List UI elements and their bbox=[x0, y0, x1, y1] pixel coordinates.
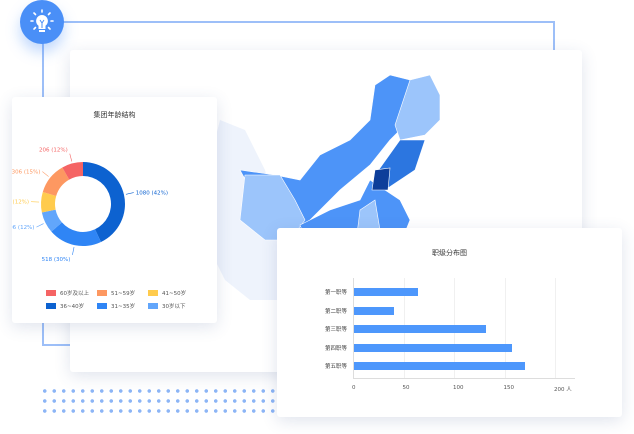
legend-swatch bbox=[148, 290, 158, 296]
legend-item[interactable]: 30岁以下 bbox=[148, 302, 186, 310]
age-structure-card: 集团年龄结构 1080 (42%) 518 (30%) 206 (12%) 198 (… bbox=[12, 97, 217, 323]
donut-slice bbox=[41, 191, 57, 213]
rank-chart-title: 职级分布图 bbox=[432, 249, 467, 257]
x-tick-label: 50 bbox=[402, 385, 410, 391]
legend-swatch bbox=[97, 303, 107, 309]
slice-label: 198 (12%) bbox=[12, 200, 29, 206]
category-label: 第二职等 bbox=[324, 308, 347, 315]
legend-swatch bbox=[46, 290, 56, 296]
legend-item[interactable]: 51~59岁 bbox=[97, 289, 135, 297]
legend-label: 36~40岁 bbox=[60, 304, 85, 310]
donut-slice bbox=[83, 162, 126, 242]
legend-label: 31~35岁 bbox=[111, 304, 136, 310]
donut-slice bbox=[62, 162, 83, 180]
bar bbox=[354, 343, 512, 352]
x-tick-label: 200 人 bbox=[554, 387, 572, 393]
legend-label: 60岁及以上 bbox=[60, 291, 89, 297]
connector-line bbox=[42, 21, 555, 23]
donut-slice bbox=[51, 222, 101, 247]
label-leader-line bbox=[72, 247, 75, 255]
connector-line bbox=[553, 21, 555, 51]
bar bbox=[354, 306, 395, 315]
donut-chart: 1080 (42%) 518 (30%) 206 (12%) 198 (12%) 306… bbox=[12, 148, 168, 263]
category-label: 第三职等 bbox=[324, 327, 347, 333]
legend-swatch bbox=[46, 303, 56, 309]
rank-distribution-card: 职级分布图 0 50 100 150 200 人 第一职等第二职等第三职等第四职等第五职等 bbox=[277, 228, 622, 417]
x-tick-label: 0 bbox=[352, 385, 356, 391]
connector-line bbox=[42, 344, 72, 346]
label-leader-line bbox=[125, 192, 134, 195]
bar bbox=[354, 325, 487, 333]
label-leader-line bbox=[69, 153, 73, 162]
legend-item[interactable]: 36~40岁 bbox=[46, 302, 84, 310]
slice-label: 306 (15%) bbox=[12, 170, 40, 176]
legend-label: 41~50岁 bbox=[162, 291, 187, 297]
y-axis bbox=[353, 278, 354, 378]
lightbulb-icon bbox=[20, 0, 64, 44]
category-label: 第五职等 bbox=[324, 364, 347, 370]
category-label: 第四职等 bbox=[324, 345, 347, 352]
slice-label: 206 (12%) bbox=[12, 225, 34, 231]
donut-slice bbox=[42, 167, 70, 196]
slice-label: 1080 (42%) bbox=[136, 191, 168, 197]
x-axis bbox=[353, 378, 575, 379]
legend-swatch bbox=[97, 290, 107, 296]
legend-swatch bbox=[148, 303, 158, 309]
x-tick-label: 100 bbox=[453, 385, 464, 391]
x-tick-label: 150 bbox=[503, 385, 515, 391]
donut-slice bbox=[41, 209, 62, 232]
age-chart-title: 集团年龄结构 bbox=[93, 111, 136, 119]
legend-item[interactable]: 41~50岁 bbox=[148, 289, 186, 297]
legend-label: 51~59岁 bbox=[111, 291, 136, 297]
legend-label: 30岁以下 bbox=[162, 304, 186, 310]
slice-label: 518 (30%) bbox=[42, 257, 71, 263]
label-leader-line bbox=[36, 223, 44, 228]
slice-label: 206 (12%) bbox=[39, 148, 68, 154]
category-label: 第一职等 bbox=[324, 290, 347, 296]
label-leader-line bbox=[42, 171, 49, 177]
bar bbox=[354, 288, 418, 296]
grid-line bbox=[504, 278, 506, 378]
legend-item[interactable]: 31~35岁 bbox=[97, 302, 135, 310]
bar bbox=[354, 362, 525, 370]
decorative-dots bbox=[40, 386, 276, 418]
legend-item[interactable]: 60岁及以上 bbox=[46, 289, 89, 297]
grid-line bbox=[555, 278, 556, 378]
